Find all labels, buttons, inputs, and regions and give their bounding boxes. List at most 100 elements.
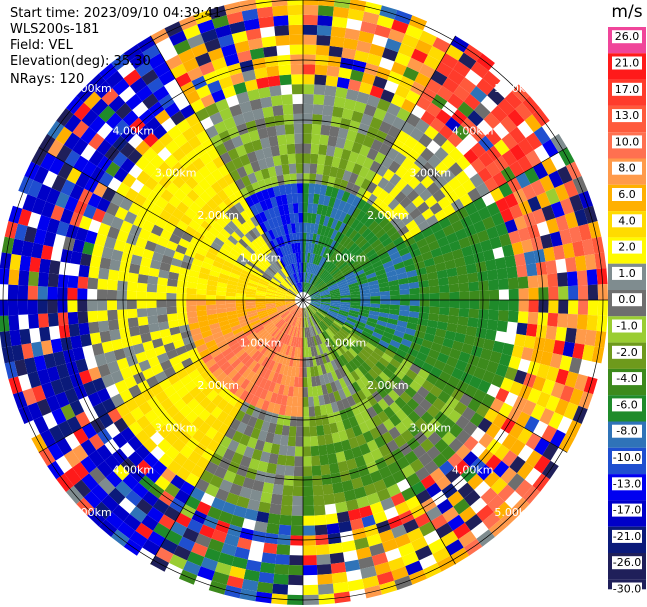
velocity-gate — [457, 101, 474, 118]
velocity-gate — [312, 276, 320, 286]
velocity-gate — [493, 139, 510, 156]
velocity-gate — [445, 356, 459, 368]
velocity-gate — [303, 123, 313, 134]
velocity-gate — [419, 293, 430, 300]
velocity-gate — [340, 297, 351, 300]
velocity-gate — [316, 267, 324, 277]
velocity-gate — [457, 273, 469, 284]
velocity-gate — [432, 132, 448, 147]
velocity-gate — [434, 175, 448, 190]
velocity-gate — [303, 0, 319, 6]
velocity-gate — [356, 198, 367, 211]
velocity-gate — [344, 271, 355, 279]
velocity-gate — [456, 324, 468, 335]
velocity-gate — [320, 124, 331, 136]
velocity-gate — [380, 300, 391, 305]
velocity-gate — [417, 273, 429, 282]
velocity-gate — [330, 218, 339, 230]
velocity-gate — [304, 272, 308, 283]
velocity-gate — [458, 236, 471, 249]
velocity-gate — [305, 282, 309, 293]
velocity-gate — [425, 264, 437, 274]
velocity-gate — [382, 331, 394, 340]
velocity-gate — [458, 77, 477, 94]
velocity-gate — [581, 238, 595, 256]
velocity-gate — [369, 287, 380, 293]
velocity-gate — [310, 253, 316, 264]
velocity-gate — [320, 297, 331, 300]
velocity-gate — [303, 262, 305, 273]
colorbar-label: 21.0 — [615, 57, 640, 70]
velocity-gate — [486, 360, 499, 374]
velocity-gate — [523, 211, 537, 228]
velocity-gate — [312, 264, 319, 275]
velocity-gate — [436, 85, 454, 102]
velocity-gate — [427, 45, 446, 62]
velocity-gate — [497, 98, 515, 116]
velocity-gate — [545, 188, 561, 205]
velocity-gate — [467, 187, 482, 202]
velocity-gate — [407, 242, 419, 253]
colorbar-label: -8.0 — [616, 425, 637, 438]
velocity-gate — [433, 228, 446, 241]
velocity-gate — [456, 155, 471, 171]
velocity-gate — [371, 260, 383, 269]
velocity-gate — [310, 300, 321, 302]
velocity-gate — [320, 291, 330, 296]
velocity-gate — [578, 223, 592, 241]
colorbar-label: -30.0 — [613, 583, 641, 596]
velocity-gate — [323, 226, 331, 238]
velocity-gate — [319, 305, 330, 310]
velocity-gate — [500, 377, 514, 392]
velocity-gate — [307, 212, 313, 224]
velocity-gate — [378, 217, 390, 229]
velocity-gate — [400, 157, 414, 171]
velocity-gate — [541, 424, 558, 443]
velocity-gate — [429, 202, 443, 215]
velocity-gate — [373, 107, 387, 121]
velocity-gate — [458, 351, 471, 364]
velocity-gate — [587, 300, 599, 316]
velocity-gate — [356, 91, 370, 105]
velocity-gate — [411, 195, 425, 208]
velocity-gate — [584, 329, 597, 347]
velocity-gate — [574, 328, 587, 345]
velocity-gate — [320, 300, 331, 302]
velocity-gate — [334, 243, 343, 254]
velocity-gate — [489, 350, 502, 364]
velocity-gate — [507, 310, 519, 323]
velocity-gate — [303, 34, 317, 45]
velocity-gate — [365, 320, 377, 328]
velocity-gate — [314, 64, 328, 76]
velocity-gate — [453, 85, 471, 102]
velocity-gate — [440, 139, 456, 155]
velocity-gate — [326, 250, 335, 261]
velocity-gate — [438, 307, 450, 316]
velocity-gate — [344, 321, 355, 329]
colorbar-label: 17.0 — [615, 83, 640, 96]
velocity-gate — [454, 332, 466, 344]
velocity-gate — [425, 326, 437, 336]
velocity-gate — [353, 101, 367, 114]
velocity-gate — [357, 254, 368, 264]
colorbar-label: 1.0 — [618, 267, 636, 280]
velocity-gate — [341, 266, 352, 275]
velocity-gate — [331, 16, 348, 29]
velocity-gate — [355, 272, 366, 280]
velocity-gate — [330, 116, 342, 128]
velocity-gate — [456, 265, 468, 276]
velocity-gate — [490, 105, 508, 123]
velocity-gate — [460, 117, 477, 134]
colorbar-label: 2.0 — [618, 241, 636, 254]
velocity-gate — [568, 226, 582, 243]
velocity-gate — [324, 276, 334, 284]
velocity-gate — [398, 42, 415, 58]
colorbar-label: 4.0 — [618, 214, 636, 227]
velocity-gate — [351, 110, 364, 123]
velocity-gate — [303, 24, 318, 35]
velocity-gate — [473, 102, 491, 120]
velocity-gate — [376, 14, 395, 29]
velocity-gate — [363, 264, 374, 273]
velocity-gate — [402, 66, 419, 82]
